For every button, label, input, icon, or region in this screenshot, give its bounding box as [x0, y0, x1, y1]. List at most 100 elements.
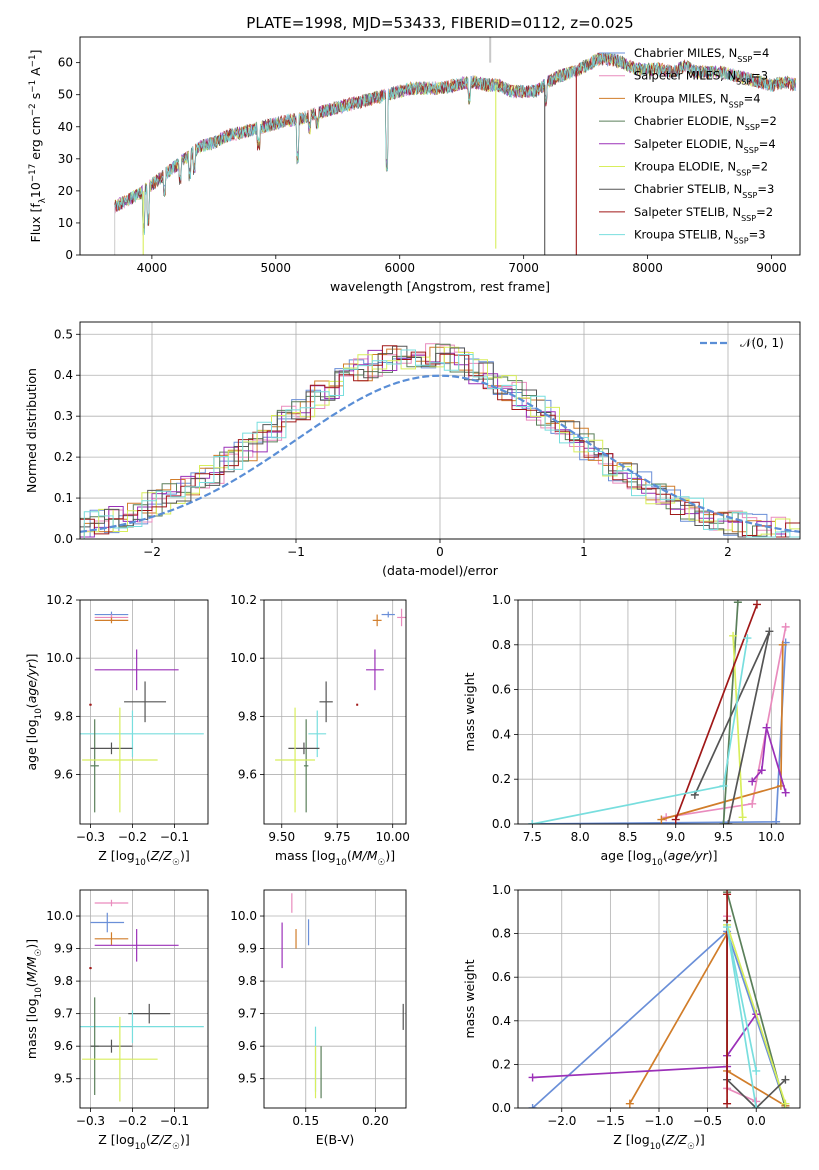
y-tick-label: 9.8 [238, 709, 257, 723]
panel-mass_age: 9.50 9.75 10.00 9.6 9.8 10.0 10.2 mass [log10(M… [230, 593, 410, 868]
axes-frame [517, 889, 801, 1109]
y-tick-label: 10.0 [230, 651, 257, 665]
plot-area-mass_age [275, 608, 406, 813]
x-tick-label: −1.0 [644, 1114, 673, 1128]
chart-layer: 4000 5000 6000 7000 8000 90000102030405060wav… [24, 36, 801, 1152]
x-tick-label: −0.3 [76, 830, 105, 844]
plot-area-z_mass [80, 899, 204, 1102]
data-point [94, 932, 129, 946]
weight-marker [657, 815, 666, 824]
y-axis-label: Normed distribution [24, 368, 39, 493]
x-tick-label: −0.3 [76, 1114, 105, 1128]
weight-marker [781, 622, 790, 631]
weight-marker [723, 1099, 732, 1108]
weight-line [751, 727, 787, 793]
y-tick-label: 0 [65, 248, 73, 262]
x-axis-label: Z [log10(Z/Z☉)] [98, 848, 189, 868]
weight-marker [772, 817, 781, 824]
spectrum-line [114, 52, 797, 232]
data-point [82, 707, 158, 813]
x-tick-label: 5000 [261, 261, 292, 275]
y-tick-label: 9.7 [238, 1007, 257, 1021]
y-tick-label: 9.6 [54, 1039, 73, 1053]
y-tick-label: 1.0 [492, 883, 511, 897]
y-tick-label: 40 [58, 120, 73, 134]
panel-ebv_mass: 0.15 0.20 9.5 9.6 9.7 9.8 9.9 10.0 E(B-V) [230, 889, 407, 1147]
spectrum-legend: Chabrier MILES, NSSP=4 Salpeter MILES, NS… [599, 46, 777, 245]
weight-marker [765, 627, 774, 636]
legend-label: Kroupa ELODIE, NSSP=2 [634, 160, 768, 178]
weight-line [732, 635, 744, 818]
spectrum-line [114, 52, 797, 235]
axes-frame [79, 889, 209, 1109]
data-point [94, 617, 129, 624]
axes-frame [263, 599, 407, 825]
legend-label: Salpeter MILES, NSSP=3 [634, 69, 768, 87]
weight-marker [719, 820, 728, 824]
y-tick-label: 0.2 [492, 772, 511, 786]
x-tick-label: 9.50 [268, 830, 295, 844]
weight-marker [671, 815, 680, 824]
panel-residuals: −2 −1 0 1 2 0.0 0.1 0.2 0.3 0.4 0.5 (data-model)/er… [24, 321, 801, 578]
x-tick-label: 0.20 [362, 1114, 389, 1128]
y-tick-label: 0.0 [54, 532, 73, 546]
weight-line [674, 604, 758, 820]
y-axis-label: Flux [fλ10−17 erg cm−2 s−1 A−1] [28, 50, 48, 243]
x-tick-label: 1 [580, 545, 588, 559]
x-tick-label: −0.1 [160, 1114, 189, 1128]
weight-marker [781, 788, 790, 797]
y-axis-label: mass weight [462, 672, 477, 751]
figure-title: PLATE=1998, MJD=53433, FIBERID=0112, z=0… [246, 14, 633, 32]
weight-marker [625, 1099, 634, 1108]
axes-frame [79, 321, 801, 540]
weight-marker [748, 777, 757, 786]
panel-z_age: −0.3 −0.2 −0.1 9.6 9.8 10.0 10.2 Z [log10(Z/Z☉)… [24, 593, 209, 868]
point-marker [89, 967, 92, 970]
axes-frame [79, 36, 801, 256]
x-tick-label: 0 [436, 545, 444, 559]
y-tick-label: 0.5 [54, 327, 73, 341]
weight-marker [528, 1104, 537, 1108]
y-tick-label: 0.4 [54, 368, 73, 382]
y-tick-label: 10.2 [46, 593, 73, 607]
legend-label: Salpeter STELIB, NSSP=2 [634, 205, 773, 223]
y-tick-label: 1.0 [492, 593, 511, 607]
y-tick-label: 0.8 [492, 927, 511, 941]
weight-marker [724, 820, 733, 824]
panel-z_mass: −0.3 −0.2 −0.1 9.5 9.6 9.7 9.8 9.9 10.0 Z [log10(… [24, 889, 209, 1152]
y-tick-label: 0.6 [492, 683, 511, 697]
x-tick-label: −1 [287, 545, 305, 559]
weight-marker [752, 1066, 761, 1075]
y-tick-label: 0.3 [54, 409, 73, 423]
data-point [372, 614, 382, 627]
histogram-chabrier_stelib [80, 345, 796, 538]
y-tick-label: 60 [58, 56, 73, 70]
x-tick-label: −0.1 [160, 830, 189, 844]
legend-label: Kroupa MILES, NSSP=4 [634, 91, 761, 109]
x-tick-label: −2 [143, 545, 161, 559]
weight-marker [528, 1073, 537, 1082]
y-tick-label: 9.6 [238, 1039, 257, 1053]
y-tick-label: 0.0 [492, 817, 511, 831]
weight-marker [723, 923, 732, 932]
residual-legend: 𝒩(0, 1) [700, 336, 784, 350]
x-axis-label: age [log10(age/yr)] [600, 848, 717, 868]
x-tick-label: −0.2 [118, 1114, 147, 1128]
x-axis-label: Z [log10(Z/Z☉)] [613, 1132, 704, 1152]
plot-area-z_age [80, 611, 204, 813]
histogram-salpeter_stelib [80, 345, 800, 539]
data-point [397, 608, 406, 627]
legend-label: Chabrier ELODIE, NSSP=2 [634, 114, 777, 132]
panel-z_weight: −2.0 −1.5 −1.0 −0.5 0.0 0.0 0.2 0.4 0.6 0.8 1.0 Z [… [462, 883, 801, 1152]
y-tick-label: 9.9 [54, 942, 73, 956]
y-tick-label: 0.2 [54, 450, 73, 464]
weight-marker [738, 813, 747, 822]
weight-marker [528, 820, 537, 824]
data-point [90, 742, 133, 755]
weight-marker [733, 600, 742, 607]
data-point [94, 649, 179, 691]
y-axis-label: age [log10(age/yr)] [24, 653, 44, 770]
gridlines-z_mass [80, 890, 208, 1108]
plot-area-z_weight [528, 890, 790, 1108]
data-point [124, 681, 167, 723]
